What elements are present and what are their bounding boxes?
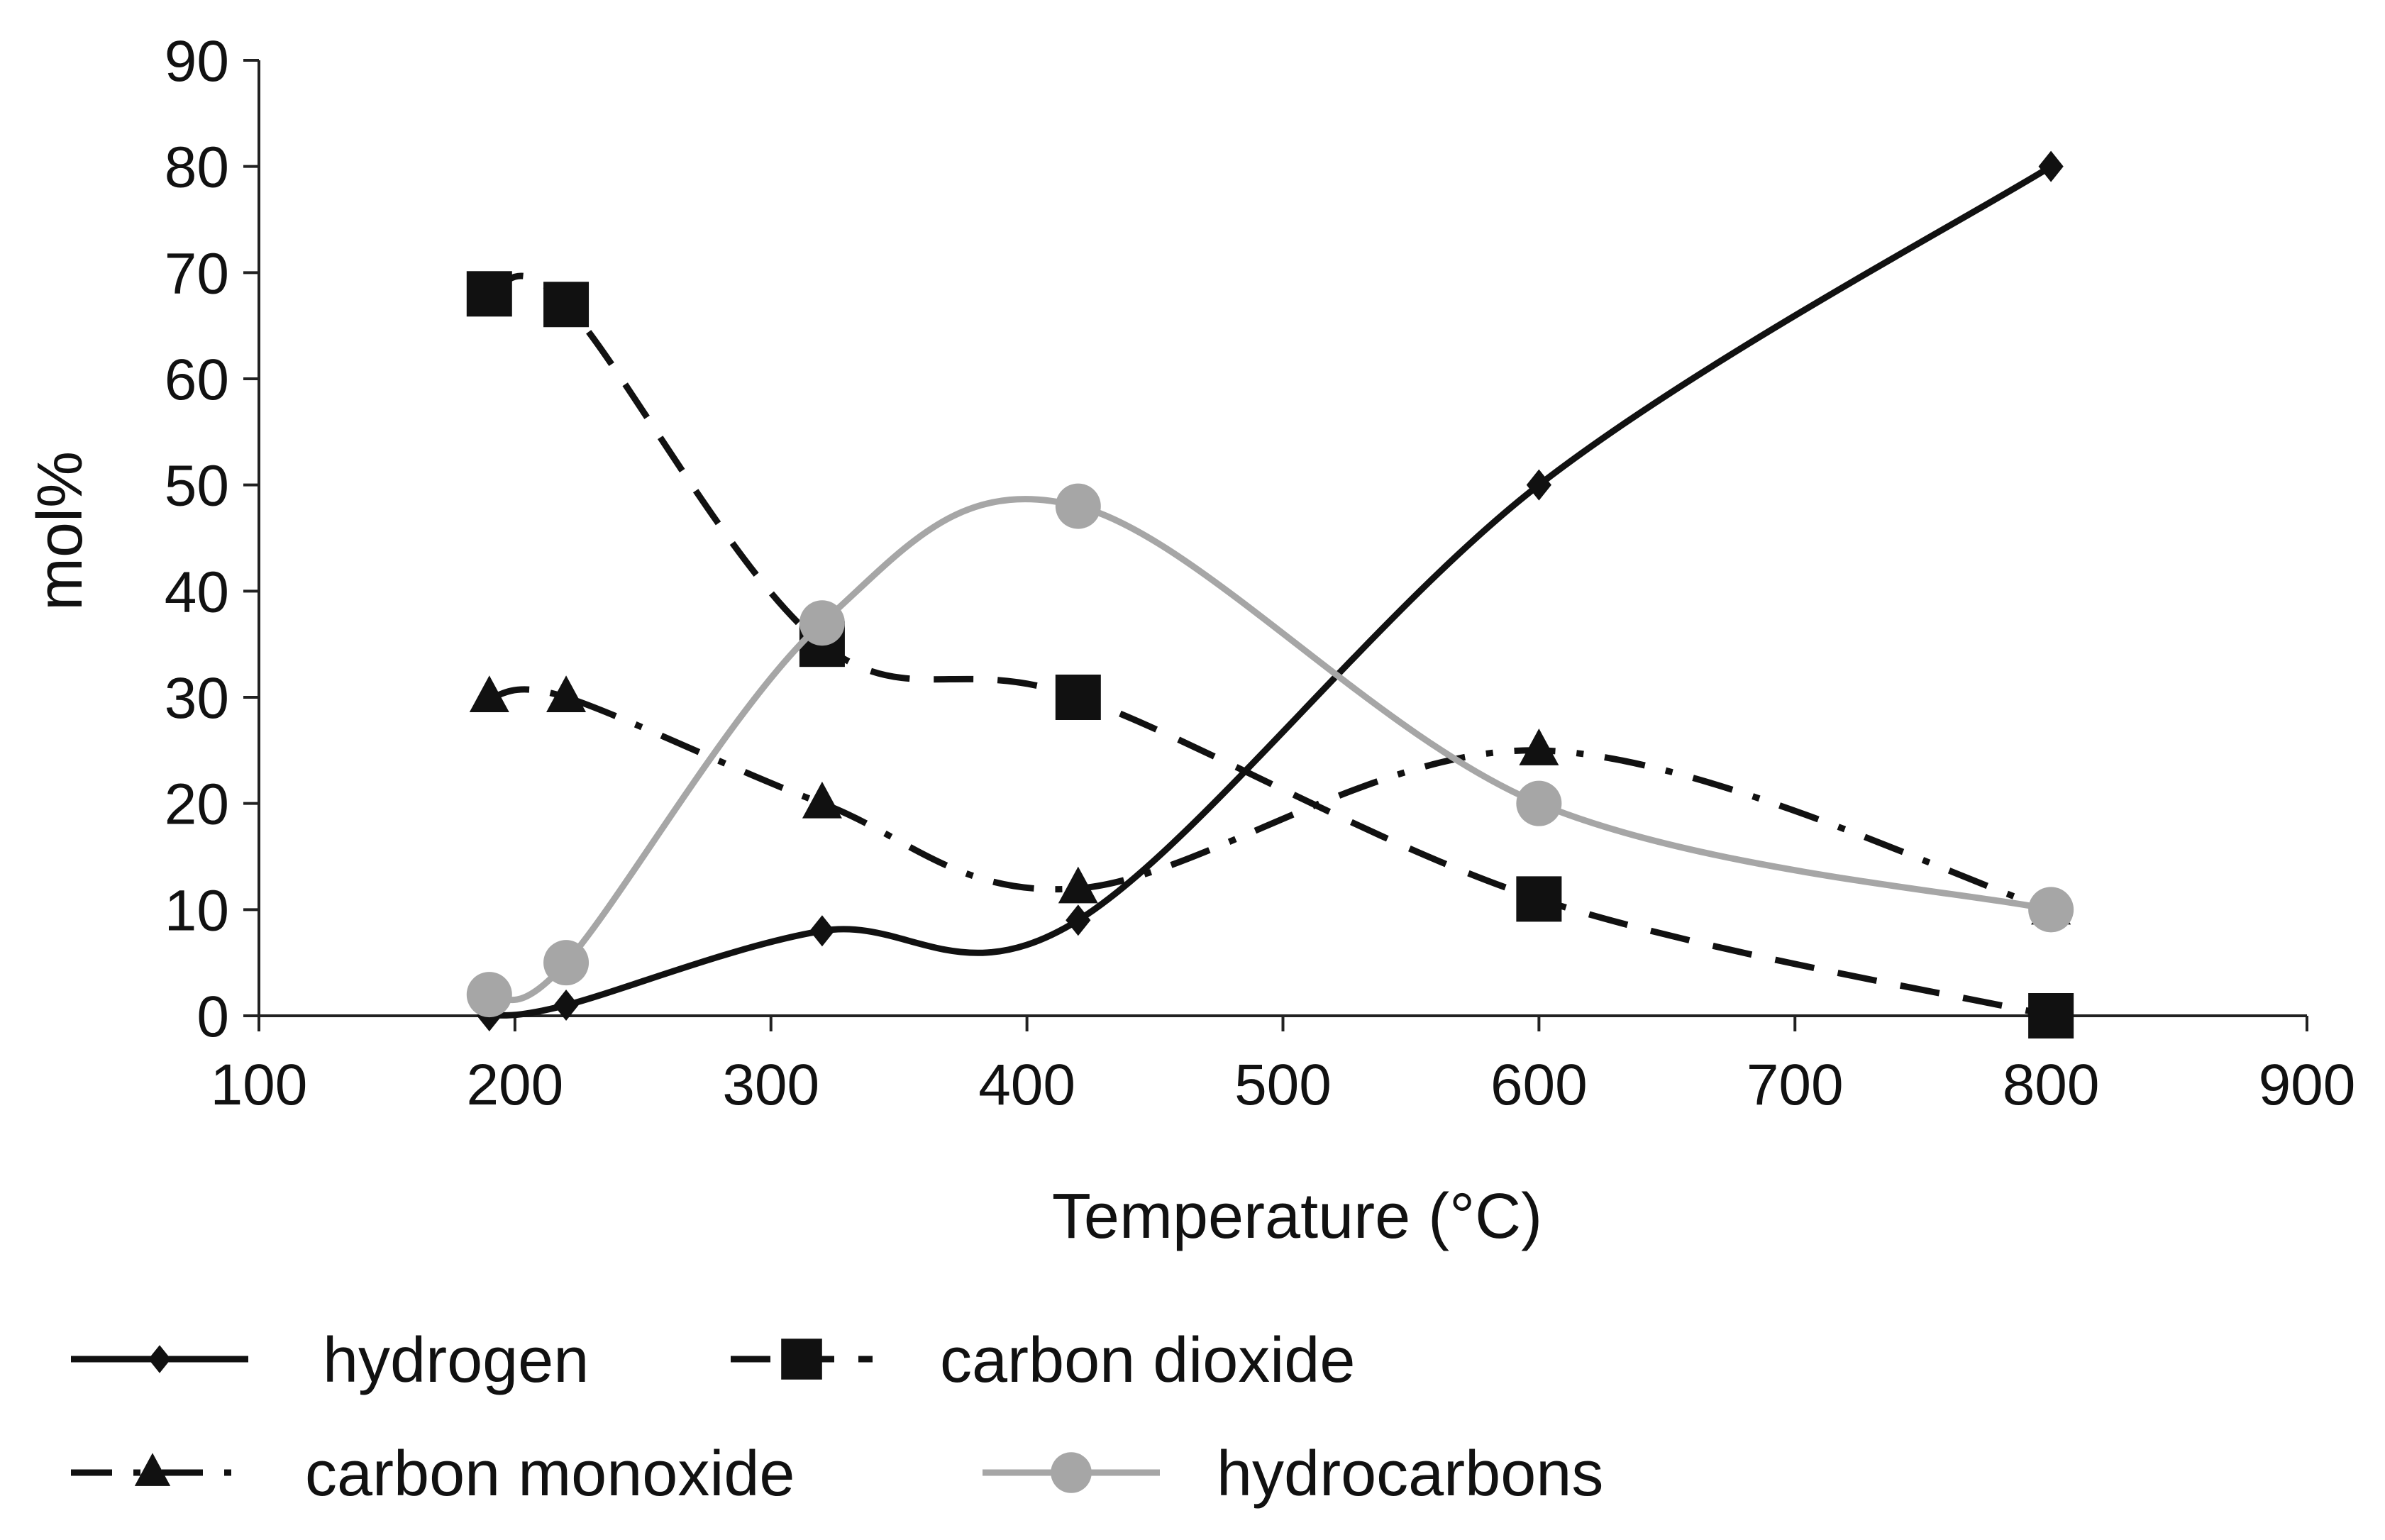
data-point <box>466 972 512 1018</box>
series-line-hydrogen <box>489 163 2053 1019</box>
data-point <box>2028 993 2074 1038</box>
data-point <box>1519 729 1559 765</box>
x-tick-label: 900 <box>2259 1053 2356 1117</box>
data-point <box>546 675 587 712</box>
series-hydrocarbons <box>466 483 2074 1018</box>
x-tick-label: 200 <box>466 1053 563 1117</box>
x-tick-label: 700 <box>1747 1053 1844 1117</box>
series-carbon-monoxide <box>469 675 2071 925</box>
data-point <box>802 781 842 819</box>
data-point <box>466 271 512 317</box>
legend-item-hydrogen: hydrogen <box>71 1325 589 1396</box>
legend-swatch-marker <box>1051 1452 1092 1493</box>
data-point <box>1516 780 1562 826</box>
data-point <box>543 282 590 328</box>
data-point <box>799 600 845 646</box>
legend-swatch-marker <box>781 1339 822 1380</box>
series-layer <box>466 150 2074 1038</box>
x-tick-label: 600 <box>1490 1053 1588 1117</box>
legend-swatch-marker <box>148 1345 171 1373</box>
series-line-hydrocarbons <box>488 496 2052 1004</box>
data-point <box>1055 675 1101 720</box>
data-point <box>543 940 590 986</box>
axes: 100 200 300 400 500 600 700 800 900 0 10 20 30 40 50 60… <box>165 29 2356 1117</box>
y-tick-label: 90 <box>165 29 229 94</box>
data-point <box>1058 866 1098 904</box>
series-line-carbon-monoxide <box>489 686 2052 913</box>
legend-label: hydrocarbons <box>1217 1439 1603 1509</box>
y-tick-label: 20 <box>165 772 229 837</box>
legend-label: carbon dioxide <box>940 1325 1355 1396</box>
x-tick-label: 100 <box>211 1053 308 1117</box>
y-tick-label: 10 <box>165 878 229 943</box>
x-axis-title: Temperature (°C) <box>1052 1181 1542 1252</box>
series-hydrogen <box>477 150 2064 1031</box>
data-point <box>553 990 579 1021</box>
series-line-carbon-dioxide <box>489 272 2052 1019</box>
y-tick-label: 70 <box>165 241 229 306</box>
data-point <box>1516 876 1562 922</box>
legend-swatch-marker <box>134 1453 171 1486</box>
legend-item-carbon-monoxide: carbon monoxide <box>71 1439 795 1509</box>
x-tick-label: 300 <box>722 1053 819 1117</box>
legend-item-carbon-dioxide: carbon dioxide <box>731 1325 1355 1396</box>
x-tick-label: 800 <box>2003 1053 2100 1117</box>
data-point <box>2028 887 2074 933</box>
y-axis-title: mol% <box>25 451 96 611</box>
legend-label: carbon monoxide <box>305 1439 795 1509</box>
data-point <box>469 675 509 712</box>
data-point <box>1066 904 1091 936</box>
y-tick-label: 50 <box>165 454 229 519</box>
series-carbon-dioxide <box>466 271 2074 1038</box>
data-point <box>809 915 835 947</box>
y-tick-label: 30 <box>165 666 229 731</box>
y-tick-label: 60 <box>165 348 229 412</box>
x-tick-label: 500 <box>1234 1053 1332 1117</box>
y-tick-label: 80 <box>165 135 229 200</box>
y-tick-label: 0 <box>197 985 229 1049</box>
legend-label: hydrogen <box>323 1325 589 1396</box>
data-point <box>2038 150 2064 182</box>
data-point <box>1055 483 1101 529</box>
y-tick-label: 40 <box>165 560 229 624</box>
legend-item-hydrocarbons: hydrocarbons <box>983 1439 1603 1509</box>
legend: hydrogen carbon dioxide carbon monoxide hyd… <box>71 1325 1603 1509</box>
x-tick-label: 400 <box>978 1053 1075 1117</box>
data-point <box>1526 469 1551 501</box>
